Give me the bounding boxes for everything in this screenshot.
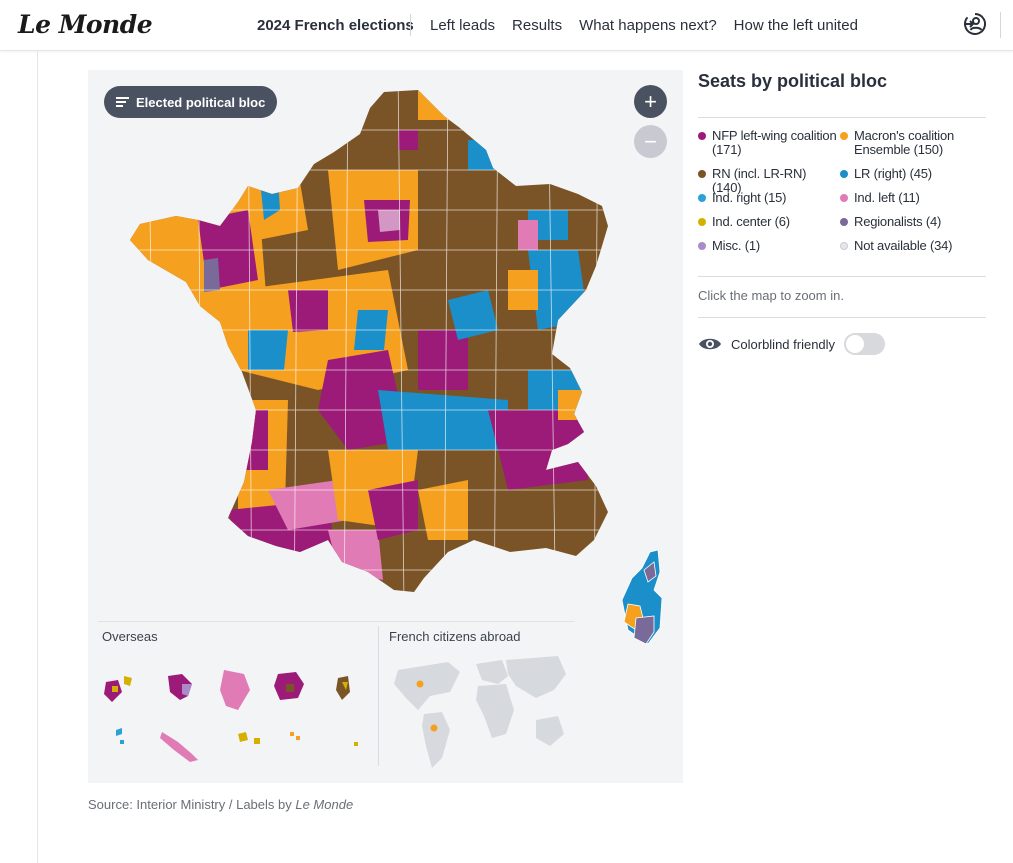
- overseas-insets[interactable]: [104, 670, 358, 762]
- source-emphasis: Le Monde: [295, 797, 354, 812]
- legend-dot-not-available: [840, 242, 848, 250]
- legend-mid-rule: [698, 276, 986, 277]
- legend-item-ind-right: Ind. right (15): [698, 191, 838, 205]
- legend-label-regionalists: Regionalists (4): [854, 214, 942, 229]
- list-icon: [116, 97, 129, 107]
- eye-icon: [699, 338, 721, 350]
- zoom-out-button[interactable]: −: [634, 125, 667, 158]
- colorblind-label: Colorblind friendly: [731, 336, 836, 352]
- legend-label-rn: RN (incl. LR-RN) (140): [712, 166, 807, 195]
- login-icon[interactable]: [963, 12, 987, 36]
- nav-link-how-left-united[interactable]: How the left united: [733, 17, 858, 34]
- france-map[interactable]: [88, 70, 683, 783]
- abroad-marker-north-america[interactable]: [416, 680, 424, 688]
- abroad-marker-south-america[interactable]: [430, 724, 438, 732]
- nav-links: Left leads Results What happens next? Ho…: [430, 17, 858, 34]
- legend-label-lr: LR (right) (45): [854, 166, 932, 181]
- legend-label-nfp: NFP left-wing coalition (171): [712, 128, 837, 157]
- nav-link-left-leads[interactable]: Left leads: [430, 17, 496, 34]
- legend-dot-rn: [698, 170, 706, 178]
- legend-dot-lr: [840, 170, 848, 178]
- legend-item-regionalists: Regionalists (4): [840, 215, 986, 229]
- legend-label-ind-center: Ind. center (6): [712, 214, 790, 229]
- colorblind-row: Colorblind friendly: [698, 333, 886, 355]
- department-borders: [130, 90, 608, 592]
- corsica-map[interactable]: [621, 549, 663, 645]
- selector-label: Elected political bloc: [136, 94, 266, 110]
- abroad-label: French citizens abroad: [389, 629, 521, 644]
- source-note: Source: Interior Ministry / Labels by Le…: [88, 797, 353, 812]
- legend-label-ind-right: Ind. right (15): [712, 190, 787, 205]
- legend-bottom-rule: [698, 317, 986, 318]
- inset-divider-vertical: [378, 626, 379, 766]
- header-right-divider: [1000, 12, 1001, 38]
- colorblind-toggle[interactable]: [844, 333, 886, 355]
- legend-dot-regionalists: [840, 218, 848, 226]
- legend-title: Seats by political bloc: [698, 71, 888, 91]
- overseas-label: Overseas: [102, 629, 158, 644]
- legend-dot-ensemble: [840, 132, 848, 140]
- zoom-hint: Click the map to zoom in.: [698, 288, 844, 303]
- legend-label-not-available: Not available (34): [854, 238, 953, 253]
- legend-label-ind-left: Ind. left (11): [854, 190, 920, 205]
- nav-link-results[interactable]: Results: [512, 17, 563, 34]
- le-monde-logo[interactable]: Le Monde: [18, 10, 153, 39]
- legend-dot-nfp: [698, 132, 706, 140]
- legend-item-lr: LR (right) (45): [840, 167, 986, 181]
- zoom-in-button[interactable]: +: [634, 85, 667, 118]
- elected-bloc-selector[interactable]: Elected political bloc: [104, 86, 278, 118]
- legend-dot-ind-right: [698, 194, 706, 202]
- legend-item-ensemble: Macron's coalition Ensemble (150): [840, 129, 986, 157]
- nav-divider: [410, 14, 411, 36]
- site-header: Le Monde 2024 French elections Left lead…: [0, 0, 1013, 51]
- nav-link-what-happens-next[interactable]: What happens next?: [579, 17, 717, 34]
- legend-label-ensemble: Macron's coalition Ensemble (150): [854, 128, 955, 157]
- legend-label-misc: Misc. (1): [712, 238, 761, 253]
- legend-item-ind-center: Ind. center (6): [698, 215, 838, 229]
- world-abroad-map[interactable]: [394, 656, 566, 768]
- legend-dot-ind-center: [698, 218, 706, 226]
- page-left-rule: [37, 51, 38, 863]
- legend-item-ind-left: Ind. left (11): [840, 191, 986, 205]
- legend-item-not-available: Not available (34): [840, 239, 986, 253]
- inset-divider-horizontal: [98, 621, 575, 622]
- legend-dot-ind-left: [840, 194, 848, 202]
- legend-item-rn: RN (incl. LR-RN) (140): [698, 167, 838, 195]
- legend-top-rule: [698, 117, 986, 118]
- source-prefix: Source: Interior Ministry / Labels by: [88, 797, 296, 812]
- nav-elections-title[interactable]: 2024 French elections: [257, 17, 414, 34]
- legend-dot-misc: [698, 242, 706, 250]
- legend-item-misc: Misc. (1): [698, 239, 838, 253]
- legend-item-nfp: NFP left-wing coalition (171): [698, 129, 838, 157]
